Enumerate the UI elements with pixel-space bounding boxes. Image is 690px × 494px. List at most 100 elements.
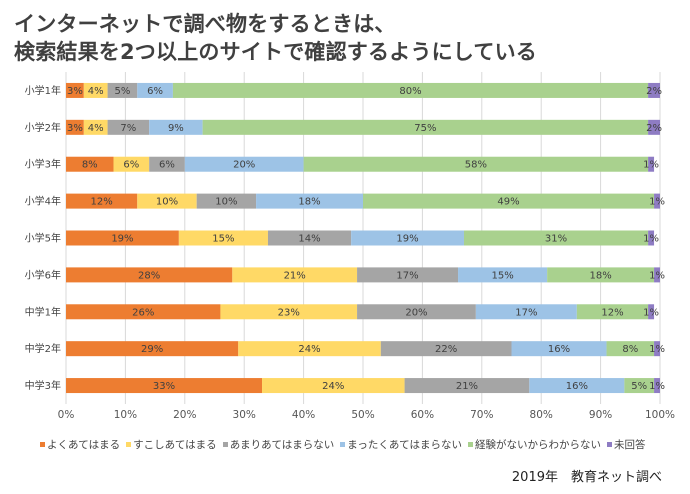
bar-segment [83,82,108,98]
data-label: 1% [649,381,665,392]
x-tick-label: 40% [292,409,315,421]
data-label: 3% [67,123,83,134]
legend-label: 経験がないからわからない [474,439,601,451]
data-label: 6% [159,160,175,171]
bar-segment [654,341,660,357]
chart-title-line1: インターネットで調べ物をするときは、 [14,12,396,36]
legend-swatch [222,442,228,447]
bar-segment [113,156,150,172]
data-label: 17% [515,307,537,318]
legend-label: すこしあてはまる [133,439,217,451]
category-label: 小学2年 [25,121,61,134]
bar-segment [137,193,197,209]
bar-segment [404,378,530,394]
legend-label: あまりあてはまらない [229,439,335,451]
legend-swatch [467,442,473,447]
data-label: 24% [322,381,344,392]
bar-segment [654,378,660,394]
bar-segment [654,267,660,283]
data-label: 18% [298,197,320,208]
data-label: 16% [566,381,588,392]
x-tick-label: 50% [351,409,374,421]
data-label: 19% [111,234,133,245]
x-tick-label: 60% [411,409,434,421]
data-label: 26% [132,307,154,318]
data-label: 23% [278,307,300,318]
bar-segment [202,119,649,135]
bar-segment [475,304,577,320]
bar-segment [107,119,150,135]
bar-segment [576,304,649,320]
bar-segment [66,156,114,172]
category-label: 中学2年 [25,342,61,355]
bar-segment [137,82,173,98]
data-label: 6% [147,86,163,97]
bar-segment [648,119,660,135]
data-label: 5% [631,381,647,392]
bar-segment [529,378,625,394]
data-label: 15% [491,270,513,281]
category-label: 小学6年 [25,268,61,281]
data-label: 5% [114,86,130,97]
bar-segment [149,119,203,135]
bar-segment [648,156,655,172]
legend-label: まったくあてはまらない [347,439,462,451]
legend-item: 未回答 [606,437,646,452]
x-tick-label: 90% [589,409,612,421]
category-label: 小学5年 [25,232,61,245]
data-label: 24% [298,344,320,355]
bar-segment [66,193,138,209]
bar-segment [357,267,459,283]
legend-label: 未回答 [613,439,646,451]
data-label: 20% [405,307,427,318]
x-tick-label: 70% [470,409,493,421]
bar-segment [66,119,84,135]
data-label: 12% [601,307,623,318]
bar-segment [624,378,655,394]
category-label: 中学3年 [25,379,61,392]
data-label: 4% [88,86,104,97]
data-label: 20% [233,160,255,171]
data-label: 58% [465,160,487,171]
bar-segment [149,156,185,172]
bar-segment [107,82,138,98]
data-label: 21% [456,381,478,392]
category-label: 中学1年 [25,305,61,318]
legend-label: よくあてはまる [47,439,121,451]
data-label: 8% [82,160,98,171]
data-label: 8% [622,344,638,355]
data-label: 16% [548,344,570,355]
bar-segment [380,341,512,357]
x-tick-label: 10% [114,409,137,421]
legend-item: 経験がないからわからない [467,437,601,452]
bar-segment [66,267,233,283]
bar-segment [547,267,655,283]
category-label: 小学3年 [25,158,61,171]
data-label: 15% [212,234,234,245]
x-tick-label: 80% [530,409,553,421]
legend-swatch [126,442,132,447]
bar-segment [648,82,660,98]
bar-segment [220,304,358,320]
data-label: 1% [649,270,665,281]
bar-segment [458,267,548,283]
data-label: 1% [649,197,665,208]
bar-segment [363,193,655,209]
category-label: 小学1年 [25,84,61,97]
category-label: 小学4年 [25,195,61,208]
data-label: 49% [497,197,519,208]
bar-segment [232,267,358,283]
bar-segment [66,304,221,320]
legend-swatch [340,442,346,447]
data-label: 2% [646,86,662,97]
x-tick-label: 0% [58,409,75,421]
data-label: 31% [545,234,567,245]
legend-swatch [40,442,45,447]
data-label: 22% [435,344,457,355]
bar-segment [83,119,108,135]
x-tick-label: 20% [173,409,196,421]
data-label: 33% [153,381,175,392]
legend-item: よくあてはまる [40,437,120,452]
data-label: 6% [123,160,139,171]
bar-segment [357,304,476,320]
